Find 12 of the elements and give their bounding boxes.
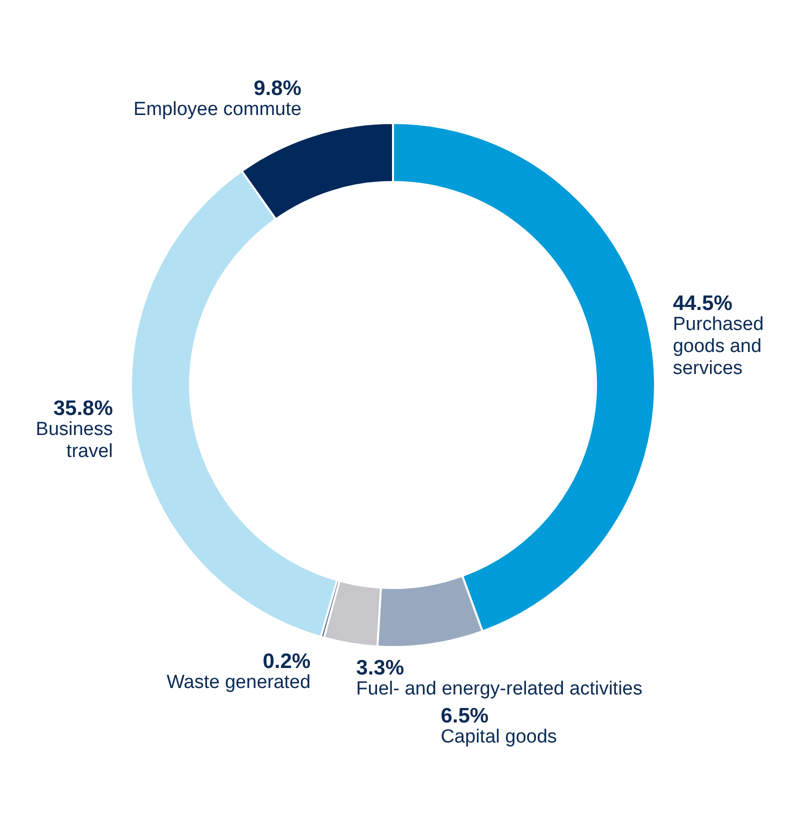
slice-label: Fuel- and energy-related activities [356, 678, 642, 700]
slice-label: Purchased goods and services [672, 314, 764, 380]
data-label: 44.5% [672, 292, 733, 316]
data-label: 0.2% [262, 650, 311, 673]
slice-label: Waste generated [166, 672, 311, 693]
data-label: 3.3% [356, 656, 404, 680]
slice-label: Capital goods [440, 726, 557, 748]
data-label: 35.8% [53, 397, 114, 420]
data-label: 6.5% [440, 704, 489, 728]
slice-label: Business travel [36, 419, 113, 462]
data-label: 9.8% [254, 76, 302, 100]
slice-label: Employee commute [134, 98, 302, 120]
